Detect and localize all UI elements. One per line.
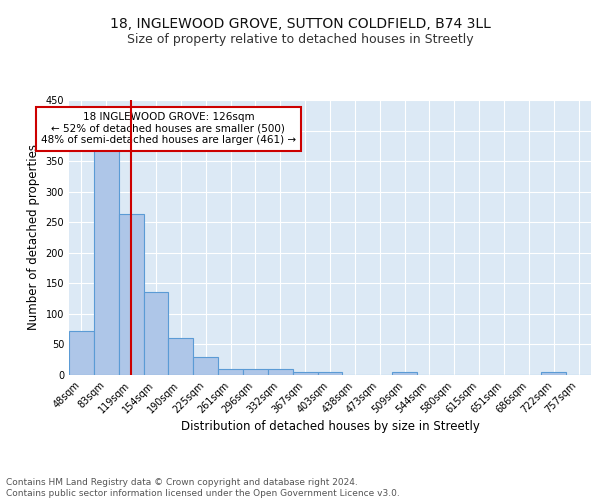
Y-axis label: Number of detached properties: Number of detached properties [27, 144, 40, 330]
Text: 18 INGLEWOOD GROVE: 126sqm
← 52% of detached houses are smaller (500)
48% of sem: 18 INGLEWOOD GROVE: 126sqm ← 52% of deta… [41, 112, 296, 146]
Bar [317, 372, 343, 375]
Bar [143, 292, 169, 375]
Bar [541, 372, 566, 375]
Bar [169, 338, 193, 375]
Bar [268, 369, 293, 375]
Text: Size of property relative to detached houses in Streetly: Size of property relative to detached ho… [127, 32, 473, 46]
Bar [119, 214, 143, 375]
Bar [293, 372, 317, 375]
Bar [69, 331, 94, 375]
X-axis label: Distribution of detached houses by size in Streetly: Distribution of detached houses by size … [181, 420, 479, 434]
Text: 18, INGLEWOOD GROVE, SUTTON COLDFIELD, B74 3LL: 18, INGLEWOOD GROVE, SUTTON COLDFIELD, B… [110, 18, 490, 32]
Bar [243, 369, 268, 375]
Bar [193, 356, 218, 375]
Bar [218, 369, 243, 375]
Bar [94, 146, 119, 375]
Text: Contains HM Land Registry data © Crown copyright and database right 2024.
Contai: Contains HM Land Registry data © Crown c… [6, 478, 400, 498]
Bar [392, 372, 417, 375]
